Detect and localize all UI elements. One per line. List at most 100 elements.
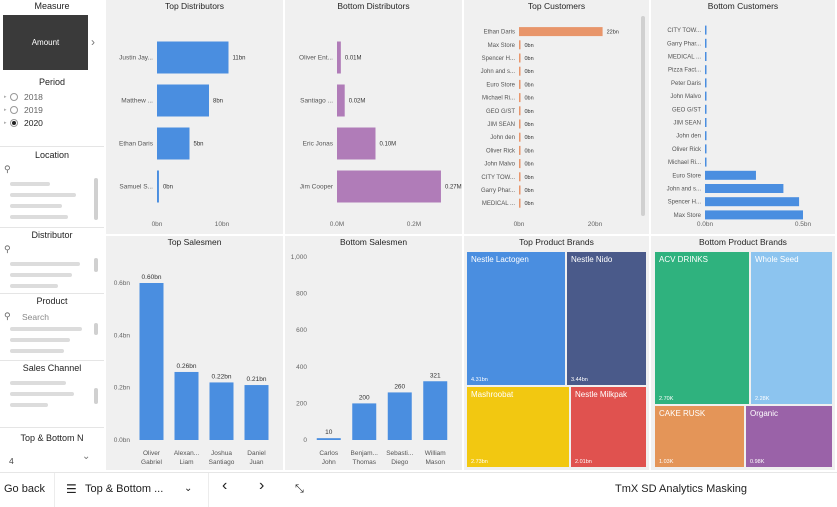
period-option-2020[interactable]: ▸ 2020 [4,118,43,128]
bar[interactable] [705,131,707,141]
cell-label: Whole Seed [755,255,799,264]
data-label: 0bn [525,82,534,88]
topn-dropdown-value[interactable]: 4 [9,456,14,466]
previous-page-icon[interactable]: ‹ [222,477,228,494]
location-item[interactable] [10,204,62,208]
current-page-label[interactable]: Top & Bottom ... [85,483,164,495]
treemap-cell-cake-rusk[interactable]: CAKE RUSK 1.03K [655,406,744,467]
bar[interactable] [705,157,707,167]
bar[interactable] [519,40,521,50]
product-item[interactable] [10,338,70,342]
treemap-cell-acv-drinks[interactable]: ACV DRINKS 2.70K [655,252,749,404]
bar[interactable] [519,119,521,129]
distributor-item[interactable] [10,284,58,288]
bar[interactable] [705,91,707,101]
chevron-down-icon[interactable]: ⌄ [184,483,193,494]
distributor-item[interactable] [10,262,80,266]
bar[interactable] [244,385,269,440]
bar[interactable] [519,145,521,155]
period-option-2018[interactable]: ▸ 2018 [4,92,43,102]
bar[interactable] [705,25,707,35]
location-scrollbar[interactable] [94,178,98,220]
bar[interactable] [705,104,707,114]
bar[interactable] [519,106,521,116]
bar[interactable] [157,127,190,160]
bar[interactable] [157,170,159,203]
bar[interactable] [705,118,707,127]
product-item[interactable] [10,327,82,331]
treemap-cell-mashroobat[interactable]: Mashroobat 2.73bn [467,387,569,467]
distributor-scrollbar[interactable] [94,258,98,272]
bar[interactable] [337,170,441,203]
period-option-2019[interactable]: ▸ 2019 [4,105,43,115]
bar[interactable] [705,210,803,220]
data-label: 200 [359,394,370,401]
location-item[interactable] [10,193,76,197]
bar[interactable] [519,185,521,195]
treemap-cell-nestle-nido[interactable]: Nestle Nido 3.44bn [567,252,646,385]
product-item[interactable] [10,349,64,353]
search-icon[interactable]: ⚲ [4,311,11,321]
data-label: 0.21bn [247,376,267,383]
bar[interactable] [705,184,784,193]
product-scrollbar[interactable] [94,323,98,335]
bar[interactable] [157,84,209,117]
bar[interactable] [705,197,800,207]
search-icon[interactable]: ⚲ [4,164,11,174]
bar[interactable] [316,438,341,440]
bar[interactable] [519,172,521,182]
bar[interactable] [519,132,521,142]
bar[interactable] [705,144,707,154]
bar[interactable] [705,78,707,88]
treemap-cell-organic[interactable]: Organic 0.98K [746,406,832,467]
sales-channel-item[interactable] [10,392,74,396]
product-search-input[interactable]: Search [22,312,49,322]
bar[interactable] [139,283,164,440]
bar[interactable] [209,382,234,440]
bar[interactable] [337,41,341,74]
bar[interactable] [157,41,229,74]
bar[interactable] [337,84,345,117]
bar[interactable] [423,381,448,440]
bar[interactable] [705,170,756,180]
top-salesmen-panel: Top Salesmen 0.0bn 0.2bn 0.4bn 0.6bn 0.60bn O… [106,236,283,470]
sales-channel-item[interactable] [10,403,48,407]
top-distributors-chart: Justin Jay... 11bn Matthew ... 8bn Ethan Dar… [119,41,245,228]
page-list-icon[interactable]: ☰ [66,482,77,496]
bar[interactable] [387,392,412,440]
sales-channel-scrollbar[interactable] [94,388,98,404]
measure-amount-tile[interactable]: Amount [3,15,88,70]
chevron-right-icon[interactable]: › [91,35,95,49]
bar[interactable] [352,403,377,440]
location-item[interactable] [10,182,50,186]
location-item[interactable] [10,215,68,219]
bar[interactable] [337,127,376,160]
go-back-button[interactable]: Go back [4,483,45,495]
sales-channel-item[interactable] [10,381,66,385]
treemap-cell-whole-seed[interactable]: Whole Seed 2.28K [751,252,832,404]
bar[interactable] [519,66,521,76]
category-label: John and s... [667,187,702,193]
radio-icon [10,106,18,114]
category-label: Samuel S... [119,184,153,191]
bar[interactable] [519,159,521,169]
bar[interactable] [705,65,707,75]
cell-value: 2.01bn [575,459,592,465]
fit-to-page-icon[interactable]: ⤡ [295,483,304,495]
bar[interactable] [519,53,521,63]
treemap-cell-nestle-lactogen[interactable]: Nestle Lactogen 4.31bn [467,252,565,385]
bar[interactable] [519,93,521,103]
bar[interactable] [519,27,603,37]
next-page-icon[interactable]: › [259,477,265,494]
distributor-item[interactable] [10,273,72,277]
bar[interactable] [519,79,521,89]
top-customers-scrollbar[interactable] [641,16,645,216]
search-icon[interactable]: ⚲ [4,244,11,254]
treemap-cell-nestle-milkpak[interactable]: Nestle Milkpak 2.01bn [571,387,646,467]
bar[interactable] [174,371,199,440]
bar[interactable] [705,52,707,61]
bar[interactable] [705,38,707,48]
bottom-salesmen-chart: 0 200 400 600 800 1,000 10 Carlos John 200 Benjam.… [291,254,448,466]
chevron-down-icon[interactable]: ⌄ [82,451,91,462]
bar[interactable] [519,198,521,208]
